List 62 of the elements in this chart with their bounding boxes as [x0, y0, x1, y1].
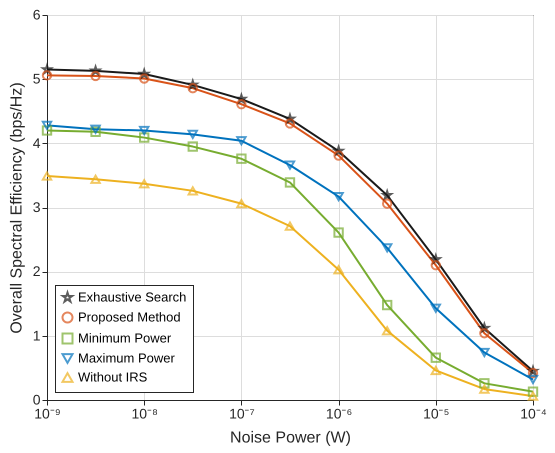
- x-tick-label: 10⁻⁴: [520, 406, 547, 422]
- legend-label: Maximum Power: [78, 350, 176, 366]
- y-tick-label: 4: [32, 134, 41, 151]
- point: [188, 130, 198, 139]
- point: [333, 192, 344, 202]
- x-tick-label: 10⁻⁶: [326, 406, 352, 422]
- y-tick-label: 1: [32, 327, 41, 344]
- x-tick-label: 10⁻⁸: [131, 406, 158, 422]
- x-tick-label: 10⁻⁷: [229, 406, 255, 422]
- x-axis-title: Noise Power (W): [230, 430, 351, 446]
- point: [479, 328, 490, 338]
- x-tick-label: 10⁻⁵: [423, 406, 450, 422]
- point: [382, 198, 392, 209]
- legend-label: Without IRS: [78, 370, 148, 384]
- point: [236, 99, 247, 110]
- point: [284, 221, 296, 231]
- point: [139, 179, 150, 188]
- point: [90, 70, 101, 82]
- point: [528, 392, 538, 401]
- point: [42, 70, 52, 80]
- point: [236, 199, 247, 208]
- point: [382, 300, 392, 310]
- point: [528, 386, 538, 397]
- y-tick-label: 5: [32, 70, 41, 87]
- point: [284, 118, 296, 129]
- point: [528, 374, 538, 384]
- point: [430, 260, 441, 270]
- point: [430, 352, 441, 363]
- point: [42, 125, 52, 136]
- point: [382, 326, 392, 336]
- point: [333, 265, 344, 274]
- point: [528, 368, 538, 378]
- legend-label: Exhaustive Search: [78, 290, 186, 304]
- point: [42, 171, 52, 181]
- y-tick-label: 2: [32, 263, 41, 280]
- point: [139, 126, 150, 136]
- point: [479, 378, 490, 388]
- point: [479, 384, 490, 394]
- legend-label: Minimum Power: [78, 330, 172, 346]
- point: [284, 160, 296, 170]
- point: [139, 132, 150, 143]
- point: [42, 120, 52, 130]
- legend-label: Proposed Method: [78, 310, 181, 324]
- point: [188, 186, 198, 196]
- point: [90, 174, 101, 184]
- point: [284, 177, 296, 188]
- point: [333, 227, 344, 238]
- y-tick-label: 6: [32, 6, 41, 22]
- point: [236, 154, 247, 164]
- point: [188, 82, 198, 94]
- point: [479, 348, 490, 358]
- point: [430, 304, 441, 313]
- point: [90, 124, 101, 134]
- point: [236, 136, 247, 146]
- point: [188, 141, 198, 152]
- x-tick-label: 10⁻⁹: [34, 406, 61, 422]
- y-axis-title: Overall Spectral Efficiency (bps/Hz): [8, 82, 26, 334]
- point: [430, 366, 441, 376]
- y-tick-label: 3: [32, 199, 41, 215]
- y-tick-label: 0: [32, 392, 41, 408]
- point: [382, 243, 392, 253]
- point: [333, 150, 344, 161]
